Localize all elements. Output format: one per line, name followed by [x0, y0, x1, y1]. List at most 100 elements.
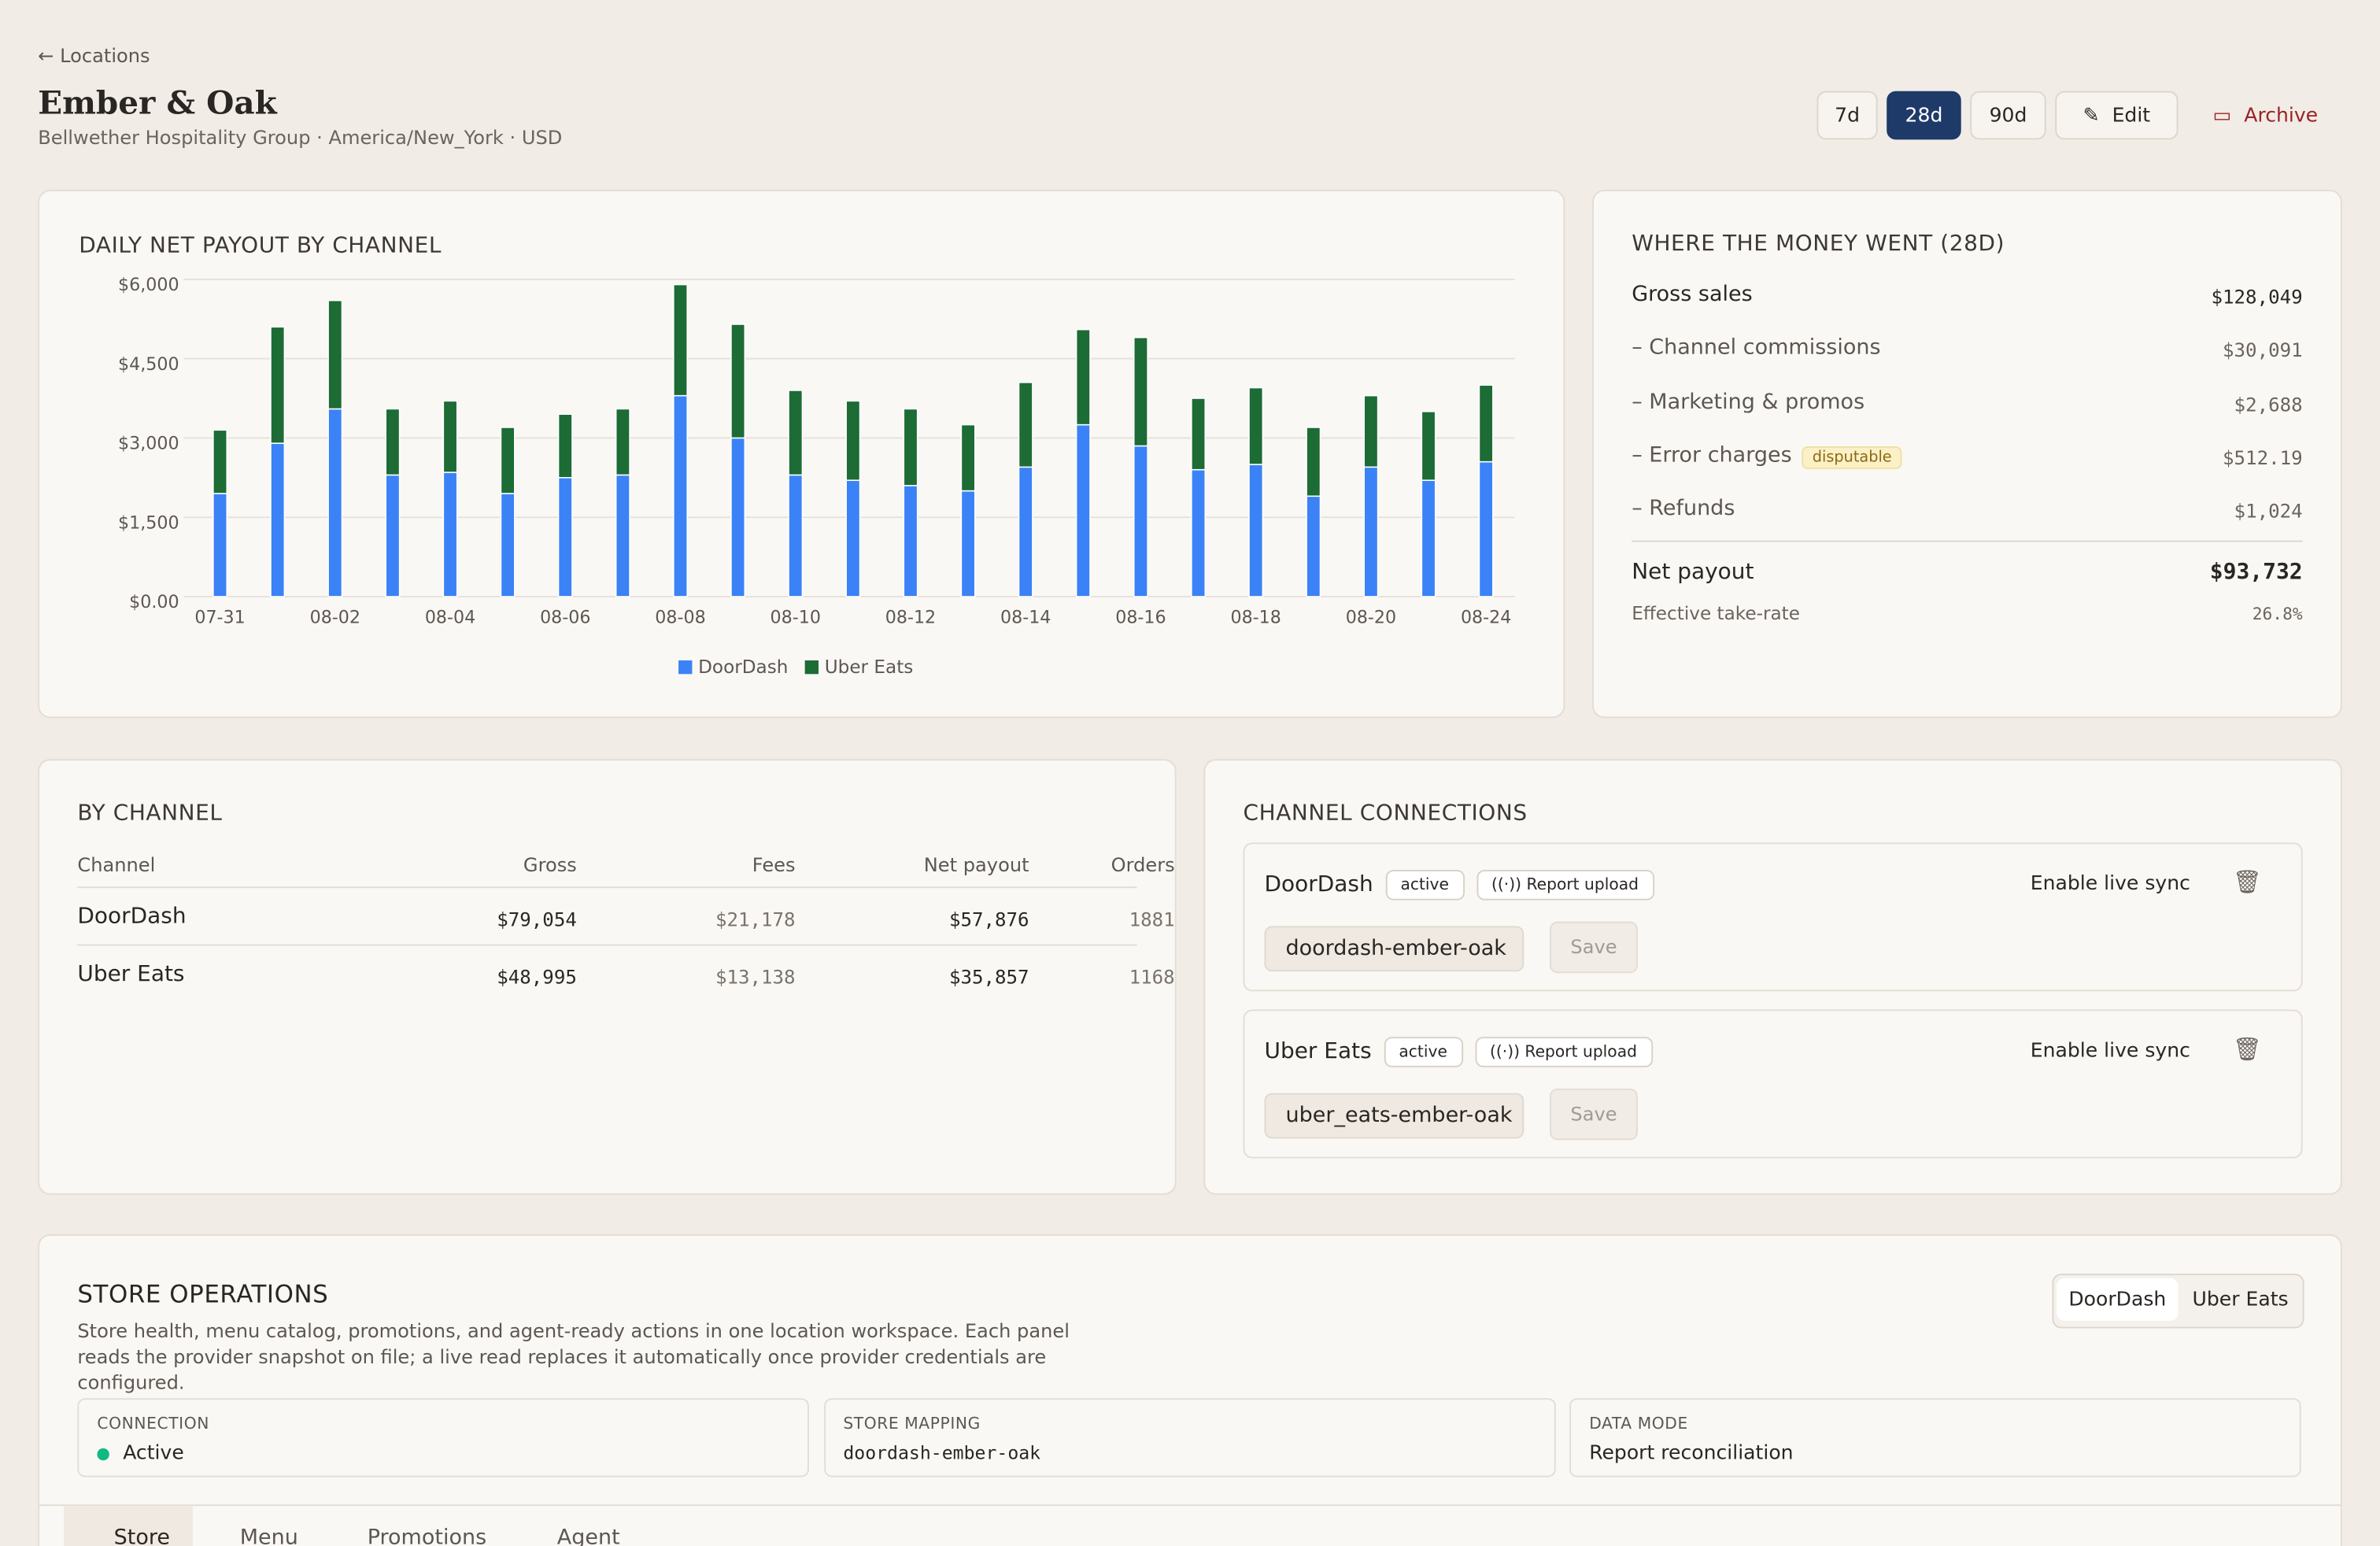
bar-segment: [1018, 382, 1033, 468]
net-value: $93,732: [2209, 560, 2303, 585]
ops-value: Active: [123, 1442, 184, 1466]
toggle-btn[interactable]: Uber Eats: [2192, 1288, 2289, 1311]
range-btn[interactable]: 28d: [1887, 91, 1961, 140]
slug-input[interactable]: uber_eats-ember-oak: [1264, 1093, 1524, 1139]
edit-btn[interactable]: ✎ Edit: [2055, 91, 2179, 140]
money-value: $2,688: [2234, 392, 2303, 416]
cell: 1881: [1129, 908, 1175, 931]
bar-segment: [327, 408, 343, 597]
ops-card: CONNECTION Active: [77, 1398, 809, 1478]
bar-segment: [385, 408, 401, 476]
live-sync[interactable]: Enable live sync: [2030, 872, 2190, 896]
legend-swatch: [678, 660, 693, 675]
connections-title: CHANNEL CONNECTIONS: [1243, 801, 1528, 827]
money-label: Gross sales: [1632, 282, 1753, 307]
live-sync[interactable]: Enable live sync: [2030, 1040, 2190, 1063]
channel-name: Uber Eats: [1264, 1040, 1372, 1064]
cell: $35,857: [948, 965, 1029, 989]
connection-head: Uber Eats active ((·)) Report upload: [1264, 1037, 1653, 1067]
cell: $13,138: [715, 965, 796, 989]
bar-segment: [213, 429, 228, 494]
column-header: Orders: [1111, 853, 1175, 876]
cell: $21,178: [715, 908, 796, 931]
status-pill: active: [1384, 1037, 1463, 1067]
bar-segment: [500, 493, 516, 597]
tab[interactable]: Agent: [556, 1526, 620, 1546]
mode-pill: ((·)) Report upload: [1474, 1037, 1653, 1067]
channel-card: BY CHANNEL Channel Gross Fees Net payout Ord…: [38, 759, 1177, 1195]
bar-segment: [1018, 466, 1033, 597]
cell: DoorDash: [77, 904, 187, 930]
back-text: Locations: [60, 43, 150, 67]
money-card: WHERE THE MONEY WENT (28D) Net payout $9…: [1592, 190, 2342, 719]
tab[interactable]: Menu: [239, 1526, 298, 1546]
tabs-line: [39, 1504, 2341, 1507]
range-btn[interactable]: 90d: [1970, 91, 2046, 140]
rate-value: 26.8%: [2252, 604, 2303, 624]
archive-text: Archive: [2244, 104, 2319, 128]
edit-text: Edit: [2112, 104, 2151, 128]
tab[interactable]: Store: [113, 1526, 171, 1546]
delete-icon[interactable]: 🗑: [2232, 868, 2262, 896]
connections-card: CHANNEL CONNECTIONS DoorDash active ((·)) …: [1203, 759, 2342, 1195]
active-tab-bg: [63, 1506, 193, 1546]
operations-title: STORE OPERATIONS: [77, 1279, 329, 1309]
slug-input[interactable]: doordash-ember-oak: [1264, 926, 1524, 972]
ops-value: doordash-ember-oak: [843, 1442, 1041, 1464]
connection-head: DoorDash active ((·)) Report upload: [1264, 870, 1654, 901]
x-tick-label: 08-12: [885, 607, 936, 627]
ops-value: Report reconciliation: [1589, 1442, 1794, 1466]
y-tick-label: $0.00: [129, 592, 179, 612]
delete-icon[interactable]: 🗑: [2232, 1035, 2262, 1063]
column-header: Gross: [523, 853, 577, 876]
bar-segment: [1306, 495, 1321, 597]
connection: Uber Eats active ((·)) Report upload Enable…: [1243, 1009, 2303, 1159]
ops-card: STORE MAPPING doordash-ember-oak: [823, 1398, 1555, 1478]
bar-segment: [1075, 328, 1091, 426]
x-tick-label: 08-04: [425, 607, 475, 627]
bar-segment: [557, 413, 573, 479]
x-tick-label: 08-16: [1115, 607, 1166, 627]
bar-segment: [845, 479, 861, 597]
range-btn[interactable]: 7d: [1816, 91, 1878, 140]
column-header: Net payout: [923, 853, 1029, 876]
save-btn[interactable]: Save: [1550, 1088, 1638, 1141]
mode-text: Report upload: [1524, 1042, 1637, 1062]
back-link[interactable]: ← Locations: [38, 43, 150, 67]
bar-segment: [903, 408, 918, 486]
chart: DAILY NET PAYOUT BY CHANNEL $0.00 $1,500 $…: [79, 231, 1515, 678]
y-tick-label: $3,000: [118, 434, 179, 454]
column-header: Fees: [752, 853, 796, 876]
x-tick-label: 07-31: [194, 607, 245, 627]
archive-btn[interactable]: ▭ Archive: [2212, 104, 2319, 128]
cell: $48,995: [497, 965, 577, 989]
x-tick-label: 08-02: [310, 607, 360, 627]
money-value: $30,091: [2223, 338, 2303, 362]
bar-segment: [270, 442, 286, 597]
bar-segment: [673, 394, 688, 597]
channel-title: BY CHANNEL: [77, 801, 223, 827]
toggle-btn[interactable]: DoorDash: [2057, 1278, 2179, 1321]
bar-segment: [1478, 460, 1494, 597]
bar-segment: [615, 408, 630, 476]
legend-label: DoorDash: [698, 657, 788, 678]
money-value: $128,049: [2211, 285, 2303, 309]
rate-label: Effective take-rate: [1632, 602, 1800, 624]
bar-segment: [673, 283, 688, 397]
bar-segment: [1363, 466, 1379, 597]
x-tick-label: 08-18: [1230, 607, 1281, 627]
x-tick-label: 08-08: [655, 607, 705, 627]
bar-segment: [1075, 423, 1091, 597]
tab[interactable]: Promotions: [367, 1526, 487, 1546]
bar-segment: [788, 474, 804, 597]
money-label: – Refunds: [1632, 497, 1735, 521]
save-btn[interactable]: Save: [1550, 921, 1638, 974]
row-line: [77, 944, 1137, 946]
ops-label: CONNECTION: [97, 1415, 209, 1433]
channel-name: DoorDash: [1264, 872, 1373, 897]
net-label: Net payout: [1632, 560, 1754, 585]
bar-segment: [442, 472, 458, 597]
bar-segment: [1191, 468, 1207, 597]
